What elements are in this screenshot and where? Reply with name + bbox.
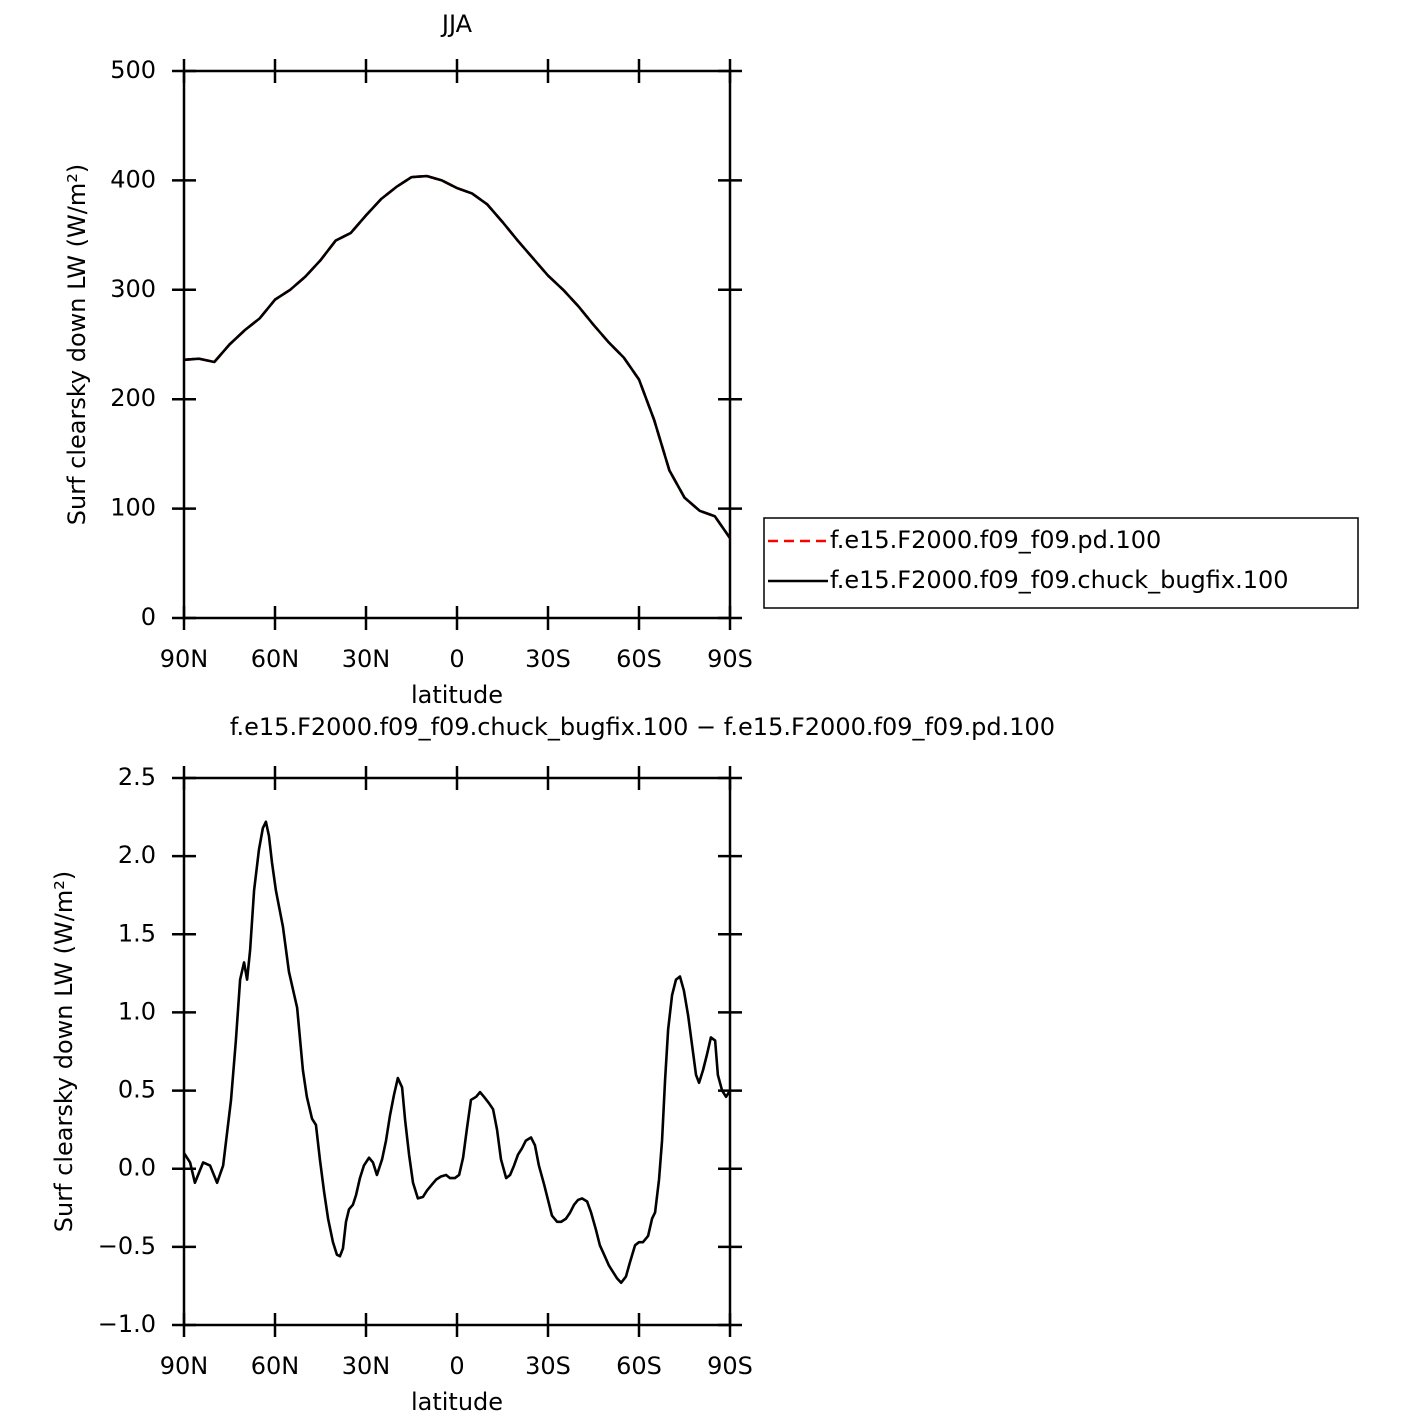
data-line <box>183 174 732 539</box>
y-tick-label: 200 <box>110 384 156 412</box>
x-tick-label: 30N <box>342 1352 391 1380</box>
y-tick-label: 1.5 <box>118 919 156 947</box>
data-line <box>183 174 732 539</box>
legend-label: f.e15.F2000.f09_f09.chuck_bugfix.100 <box>830 566 1289 594</box>
x-tick-label: 60S <box>616 1352 662 1380</box>
plot-frame <box>182 776 732 1327</box>
y-tick-label: 1.0 <box>118 997 156 1025</box>
y-axis-label: Surf clearsky down LW (W/m²) <box>50 871 78 1232</box>
y-tick-label: 400 <box>110 165 156 193</box>
y-tick-label: 500 <box>110 56 156 84</box>
x-tick-label: 0 <box>449 645 464 673</box>
x-tick-label: 30N <box>342 645 391 673</box>
x-tick-label: 90N <box>160 1352 209 1380</box>
y-tick-label: 0.0 <box>118 1154 156 1182</box>
x-axis-label: latitude <box>411 681 503 709</box>
x-tick-label: 60S <box>616 645 662 673</box>
x-tick-label: 0 <box>449 1352 464 1380</box>
chart-title: f.e15.F2000.f09_f09.chuck_bugfix.100 − f… <box>230 713 1055 741</box>
plot-frame <box>182 69 732 620</box>
x-tick-label: 30S <box>525 1352 571 1380</box>
x-tick-label: 60N <box>251 645 300 673</box>
y-tick-label: −0.5 <box>98 1232 156 1260</box>
x-axis-label: latitude <box>411 1388 503 1416</box>
x-tick-label: 60N <box>251 1352 300 1380</box>
x-tick-label: 90S <box>707 1352 753 1380</box>
y-tick-label: 100 <box>110 494 156 522</box>
x-tick-label: 90N <box>160 645 209 673</box>
y-tick-label: −1.0 <box>98 1310 156 1338</box>
y-tick-label: 300 <box>110 275 156 303</box>
y-tick-label: 2.5 <box>118 763 156 791</box>
y-tick-label: 2.0 <box>118 841 156 869</box>
x-tick-label: 30S <box>525 645 571 673</box>
x-tick-label: 90S <box>707 645 753 673</box>
legend-box <box>763 517 1359 609</box>
y-tick-label: 0.5 <box>118 1076 156 1104</box>
y-axis-label: Surf clearsky down LW (W/m²) <box>63 164 91 525</box>
data-line <box>182 820 732 1285</box>
chart-title: JJA <box>440 10 473 38</box>
legend-label: f.e15.F2000.f09_f09.pd.100 <box>830 526 1161 554</box>
y-tick-label: 0 <box>141 603 156 631</box>
